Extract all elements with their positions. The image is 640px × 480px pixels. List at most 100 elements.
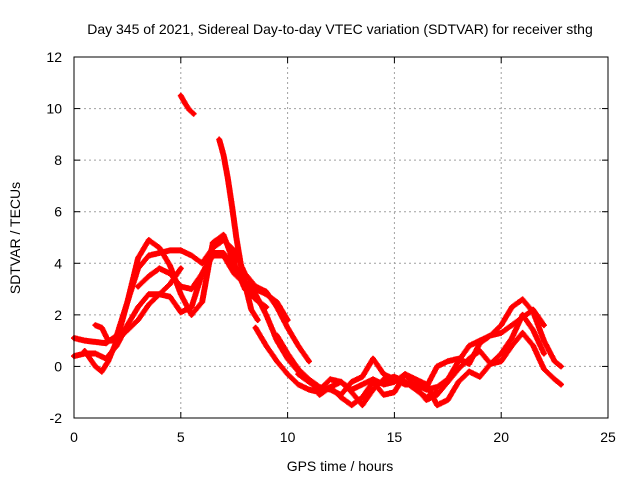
data-point <box>488 333 493 338</box>
data-point <box>424 397 429 403</box>
data-markers <box>71 92 565 409</box>
data-point <box>178 266 184 271</box>
data-point <box>520 315 525 320</box>
chart-title: Day 345 of 2021, Sidereal Day-to-day VTE… <box>87 21 593 37</box>
data-point <box>327 376 333 382</box>
data-point <box>178 247 184 253</box>
data-point <box>199 299 205 305</box>
data-point <box>530 307 536 313</box>
data-point <box>456 356 461 362</box>
data-point <box>199 260 205 266</box>
data-point <box>146 291 152 297</box>
data-point <box>498 351 504 356</box>
data-point <box>82 348 88 354</box>
data-point <box>114 338 120 344</box>
data-point <box>392 379 397 385</box>
marker-trace <box>252 324 441 409</box>
y-tick-label: 0 <box>54 358 62 374</box>
data-point <box>359 374 365 380</box>
data-point <box>498 322 504 328</box>
data-point <box>191 111 197 117</box>
data-point <box>221 152 226 158</box>
data-point <box>82 338 88 344</box>
data-point <box>488 361 493 367</box>
data-point <box>541 322 547 328</box>
data-point <box>424 384 429 390</box>
data-point <box>381 382 387 387</box>
data-point <box>306 379 312 385</box>
data-point <box>402 382 408 387</box>
data-point <box>178 291 184 297</box>
data-point <box>349 387 355 393</box>
data-point <box>306 358 312 364</box>
data-point <box>359 394 365 400</box>
data-point <box>231 260 237 266</box>
data-point <box>381 376 387 382</box>
data-point <box>105 358 111 364</box>
data-point <box>456 366 461 372</box>
data-point <box>229 204 235 209</box>
data-point <box>135 304 141 310</box>
data-point <box>445 397 451 403</box>
x-tick-label: 5 <box>177 429 185 445</box>
data-point <box>157 245 162 251</box>
data-point <box>225 175 231 181</box>
data-point <box>263 291 269 297</box>
data-point <box>146 253 152 258</box>
data-point <box>105 338 111 344</box>
data-point <box>125 299 130 305</box>
plot-frame <box>73 56 609 419</box>
series-track-7 <box>216 136 261 324</box>
data-point <box>541 351 547 356</box>
data-point <box>509 335 515 341</box>
data-point <box>434 392 440 398</box>
data-point <box>509 304 515 310</box>
data-point <box>402 371 408 377</box>
data-point <box>263 312 269 318</box>
data-point <box>274 333 280 338</box>
series-track-3 <box>92 231 270 344</box>
data-point <box>178 284 184 289</box>
data-point <box>295 382 301 387</box>
data-point <box>370 379 376 385</box>
data-point <box>413 376 419 382</box>
data-point <box>285 325 290 331</box>
data-point <box>167 294 173 300</box>
x-tick-label: 20 <box>493 429 509 445</box>
data-point <box>167 263 173 269</box>
data-point <box>541 366 547 372</box>
data-point <box>182 101 188 106</box>
data-point <box>263 343 269 349</box>
data-point <box>306 387 312 393</box>
data-point <box>157 291 162 297</box>
data-point <box>221 253 226 258</box>
data-point <box>248 307 254 313</box>
series-track-10 <box>295 329 565 403</box>
y-tick-label: 12 <box>46 49 62 65</box>
data-point <box>541 338 547 344</box>
data-point <box>253 291 258 297</box>
data-point <box>238 260 244 266</box>
data-point <box>466 343 472 349</box>
data-point <box>466 369 472 374</box>
y-tick-label: 4 <box>54 255 62 271</box>
data-point <box>520 330 525 336</box>
data-point <box>445 379 451 385</box>
data-point <box>210 240 216 246</box>
data-point <box>274 358 280 364</box>
data-point <box>285 351 290 356</box>
data-point <box>466 361 472 367</box>
x-tick-label: 0 <box>70 429 78 445</box>
data-point <box>146 237 152 243</box>
data-point <box>295 371 301 377</box>
axis-ticks: 0 5 10 15 20 25 -2 0 2 4 6 8 10 12 <box>46 49 616 445</box>
data-point <box>242 281 248 287</box>
data-point <box>456 379 461 385</box>
data-point <box>135 255 141 261</box>
data-point <box>99 325 105 331</box>
data-point <box>349 402 355 408</box>
data-point <box>295 366 301 372</box>
data-point <box>210 253 216 258</box>
x-tick-label: 10 <box>280 429 296 445</box>
